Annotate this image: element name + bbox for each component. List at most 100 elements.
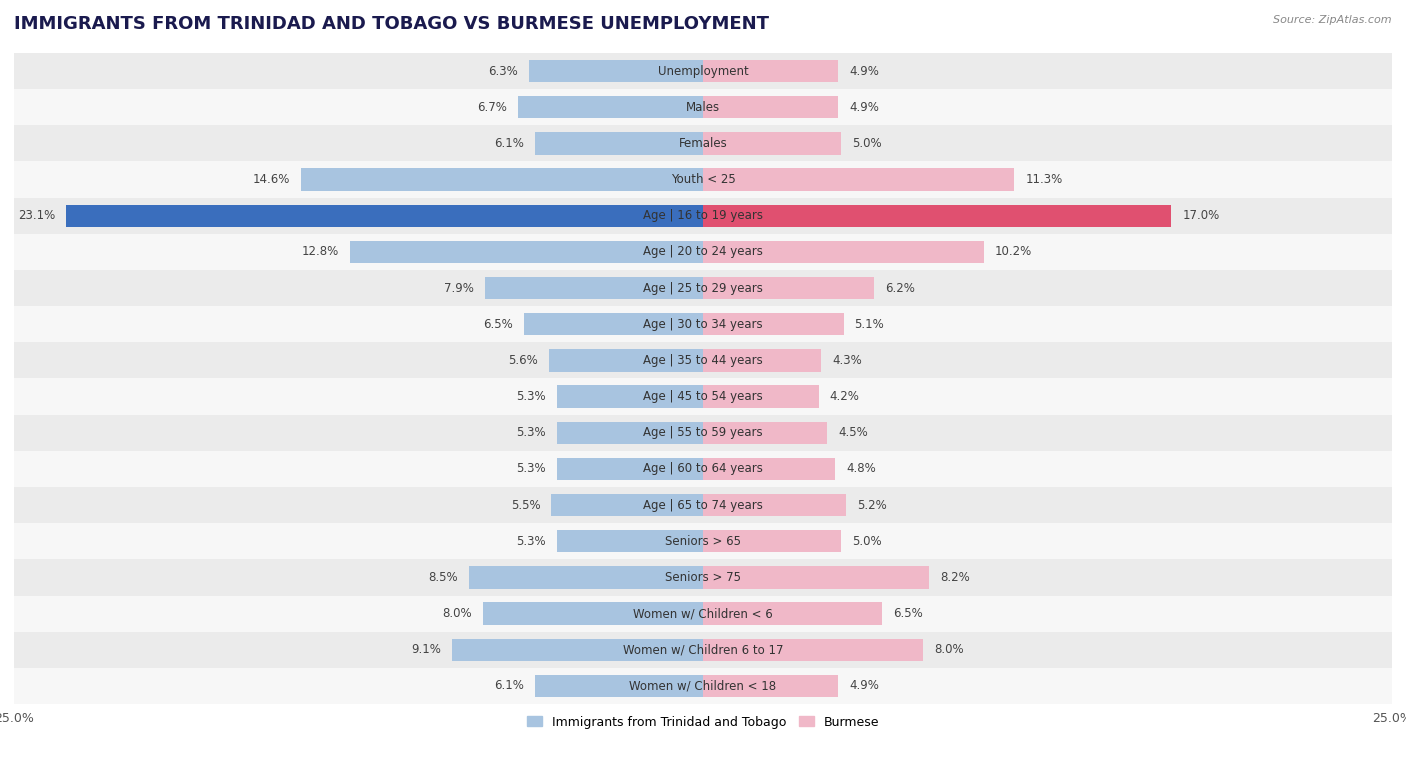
Text: Age | 16 to 19 years: Age | 16 to 19 years — [643, 209, 763, 223]
Bar — [703, 313, 844, 335]
Text: 9.1%: 9.1% — [412, 643, 441, 656]
Text: 6.7%: 6.7% — [478, 101, 508, 114]
Bar — [557, 422, 703, 444]
Bar — [703, 494, 846, 516]
Bar — [703, 422, 827, 444]
Text: Source: ZipAtlas.com: Source: ZipAtlas.com — [1274, 15, 1392, 25]
Bar — [485, 277, 703, 299]
Bar — [14, 342, 1392, 378]
Bar — [14, 523, 1392, 559]
Bar — [519, 96, 703, 118]
Text: 5.0%: 5.0% — [852, 534, 882, 548]
Text: Age | 35 to 44 years: Age | 35 to 44 years — [643, 354, 763, 367]
Text: IMMIGRANTS FROM TRINIDAD AND TOBAGO VS BURMESE UNEMPLOYMENT: IMMIGRANTS FROM TRINIDAD AND TOBAGO VS B… — [14, 15, 769, 33]
Bar — [468, 566, 703, 589]
Bar — [301, 168, 703, 191]
Bar — [703, 277, 875, 299]
Bar — [530, 60, 703, 83]
Text: 17.0%: 17.0% — [1182, 209, 1220, 223]
Text: 6.3%: 6.3% — [489, 64, 519, 77]
Bar — [66, 204, 703, 227]
Text: 5.1%: 5.1% — [855, 318, 884, 331]
Bar — [703, 566, 929, 589]
Text: 12.8%: 12.8% — [302, 245, 339, 258]
Text: 14.6%: 14.6% — [252, 173, 290, 186]
Bar — [534, 674, 703, 697]
Legend: Immigrants from Trinidad and Tobago, Burmese: Immigrants from Trinidad and Tobago, Bur… — [522, 711, 884, 734]
Bar — [14, 487, 1392, 523]
Bar — [703, 674, 838, 697]
Text: 8.5%: 8.5% — [427, 571, 458, 584]
Text: Age | 45 to 54 years: Age | 45 to 54 years — [643, 390, 763, 403]
Bar — [703, 132, 841, 154]
Bar — [557, 385, 703, 408]
Text: Age | 20 to 24 years: Age | 20 to 24 years — [643, 245, 763, 258]
Text: Age | 30 to 34 years: Age | 30 to 34 years — [643, 318, 763, 331]
Bar — [703, 168, 1014, 191]
Bar — [14, 234, 1392, 270]
Bar — [14, 451, 1392, 487]
Bar — [453, 639, 703, 661]
Bar — [548, 349, 703, 372]
Text: 23.1%: 23.1% — [18, 209, 55, 223]
Bar — [703, 349, 821, 372]
Text: Age | 55 to 59 years: Age | 55 to 59 years — [643, 426, 763, 439]
Text: 8.0%: 8.0% — [441, 607, 471, 620]
Bar — [557, 530, 703, 553]
Text: 5.5%: 5.5% — [510, 499, 540, 512]
Text: Women w/ Children 6 to 17: Women w/ Children 6 to 17 — [623, 643, 783, 656]
Text: 6.2%: 6.2% — [884, 282, 915, 294]
Text: Youth < 25: Youth < 25 — [671, 173, 735, 186]
Text: Seniors > 65: Seniors > 65 — [665, 534, 741, 548]
Bar — [703, 639, 924, 661]
Bar — [14, 596, 1392, 631]
Text: 8.2%: 8.2% — [941, 571, 970, 584]
Text: Unemployment: Unemployment — [658, 64, 748, 77]
Text: 4.2%: 4.2% — [830, 390, 859, 403]
Bar — [703, 241, 984, 263]
Text: 5.6%: 5.6% — [508, 354, 537, 367]
Bar — [703, 96, 838, 118]
Bar — [557, 458, 703, 480]
Bar — [14, 415, 1392, 451]
Bar — [703, 385, 818, 408]
Bar — [534, 132, 703, 154]
Text: 6.5%: 6.5% — [893, 607, 922, 620]
Bar — [482, 603, 703, 625]
Text: 5.3%: 5.3% — [516, 534, 546, 548]
Text: Age | 25 to 29 years: Age | 25 to 29 years — [643, 282, 763, 294]
Bar — [14, 559, 1392, 596]
Bar — [703, 204, 1171, 227]
Text: 5.2%: 5.2% — [858, 499, 887, 512]
Text: Women w/ Children < 18: Women w/ Children < 18 — [630, 680, 776, 693]
Text: 4.8%: 4.8% — [846, 463, 876, 475]
Text: 4.9%: 4.9% — [849, 101, 879, 114]
Bar — [14, 668, 1392, 704]
Text: Males: Males — [686, 101, 720, 114]
Text: Seniors > 75: Seniors > 75 — [665, 571, 741, 584]
Text: 4.5%: 4.5% — [838, 426, 868, 439]
Text: Age | 65 to 74 years: Age | 65 to 74 years — [643, 499, 763, 512]
Text: 11.3%: 11.3% — [1025, 173, 1063, 186]
Bar — [14, 198, 1392, 234]
Bar — [703, 603, 882, 625]
Bar — [14, 631, 1392, 668]
Bar — [14, 306, 1392, 342]
Bar — [14, 161, 1392, 198]
Bar — [524, 313, 703, 335]
Text: Women w/ Children < 6: Women w/ Children < 6 — [633, 607, 773, 620]
Text: 4.9%: 4.9% — [849, 64, 879, 77]
Text: 7.9%: 7.9% — [444, 282, 474, 294]
Text: 6.1%: 6.1% — [494, 680, 524, 693]
Text: 5.3%: 5.3% — [516, 390, 546, 403]
Bar — [551, 494, 703, 516]
Text: Females: Females — [679, 137, 727, 150]
Text: 6.5%: 6.5% — [484, 318, 513, 331]
Bar — [14, 270, 1392, 306]
Text: 5.3%: 5.3% — [516, 426, 546, 439]
Text: Age | 60 to 64 years: Age | 60 to 64 years — [643, 463, 763, 475]
Bar — [703, 458, 835, 480]
Bar — [350, 241, 703, 263]
Bar — [14, 378, 1392, 415]
Bar — [703, 60, 838, 83]
